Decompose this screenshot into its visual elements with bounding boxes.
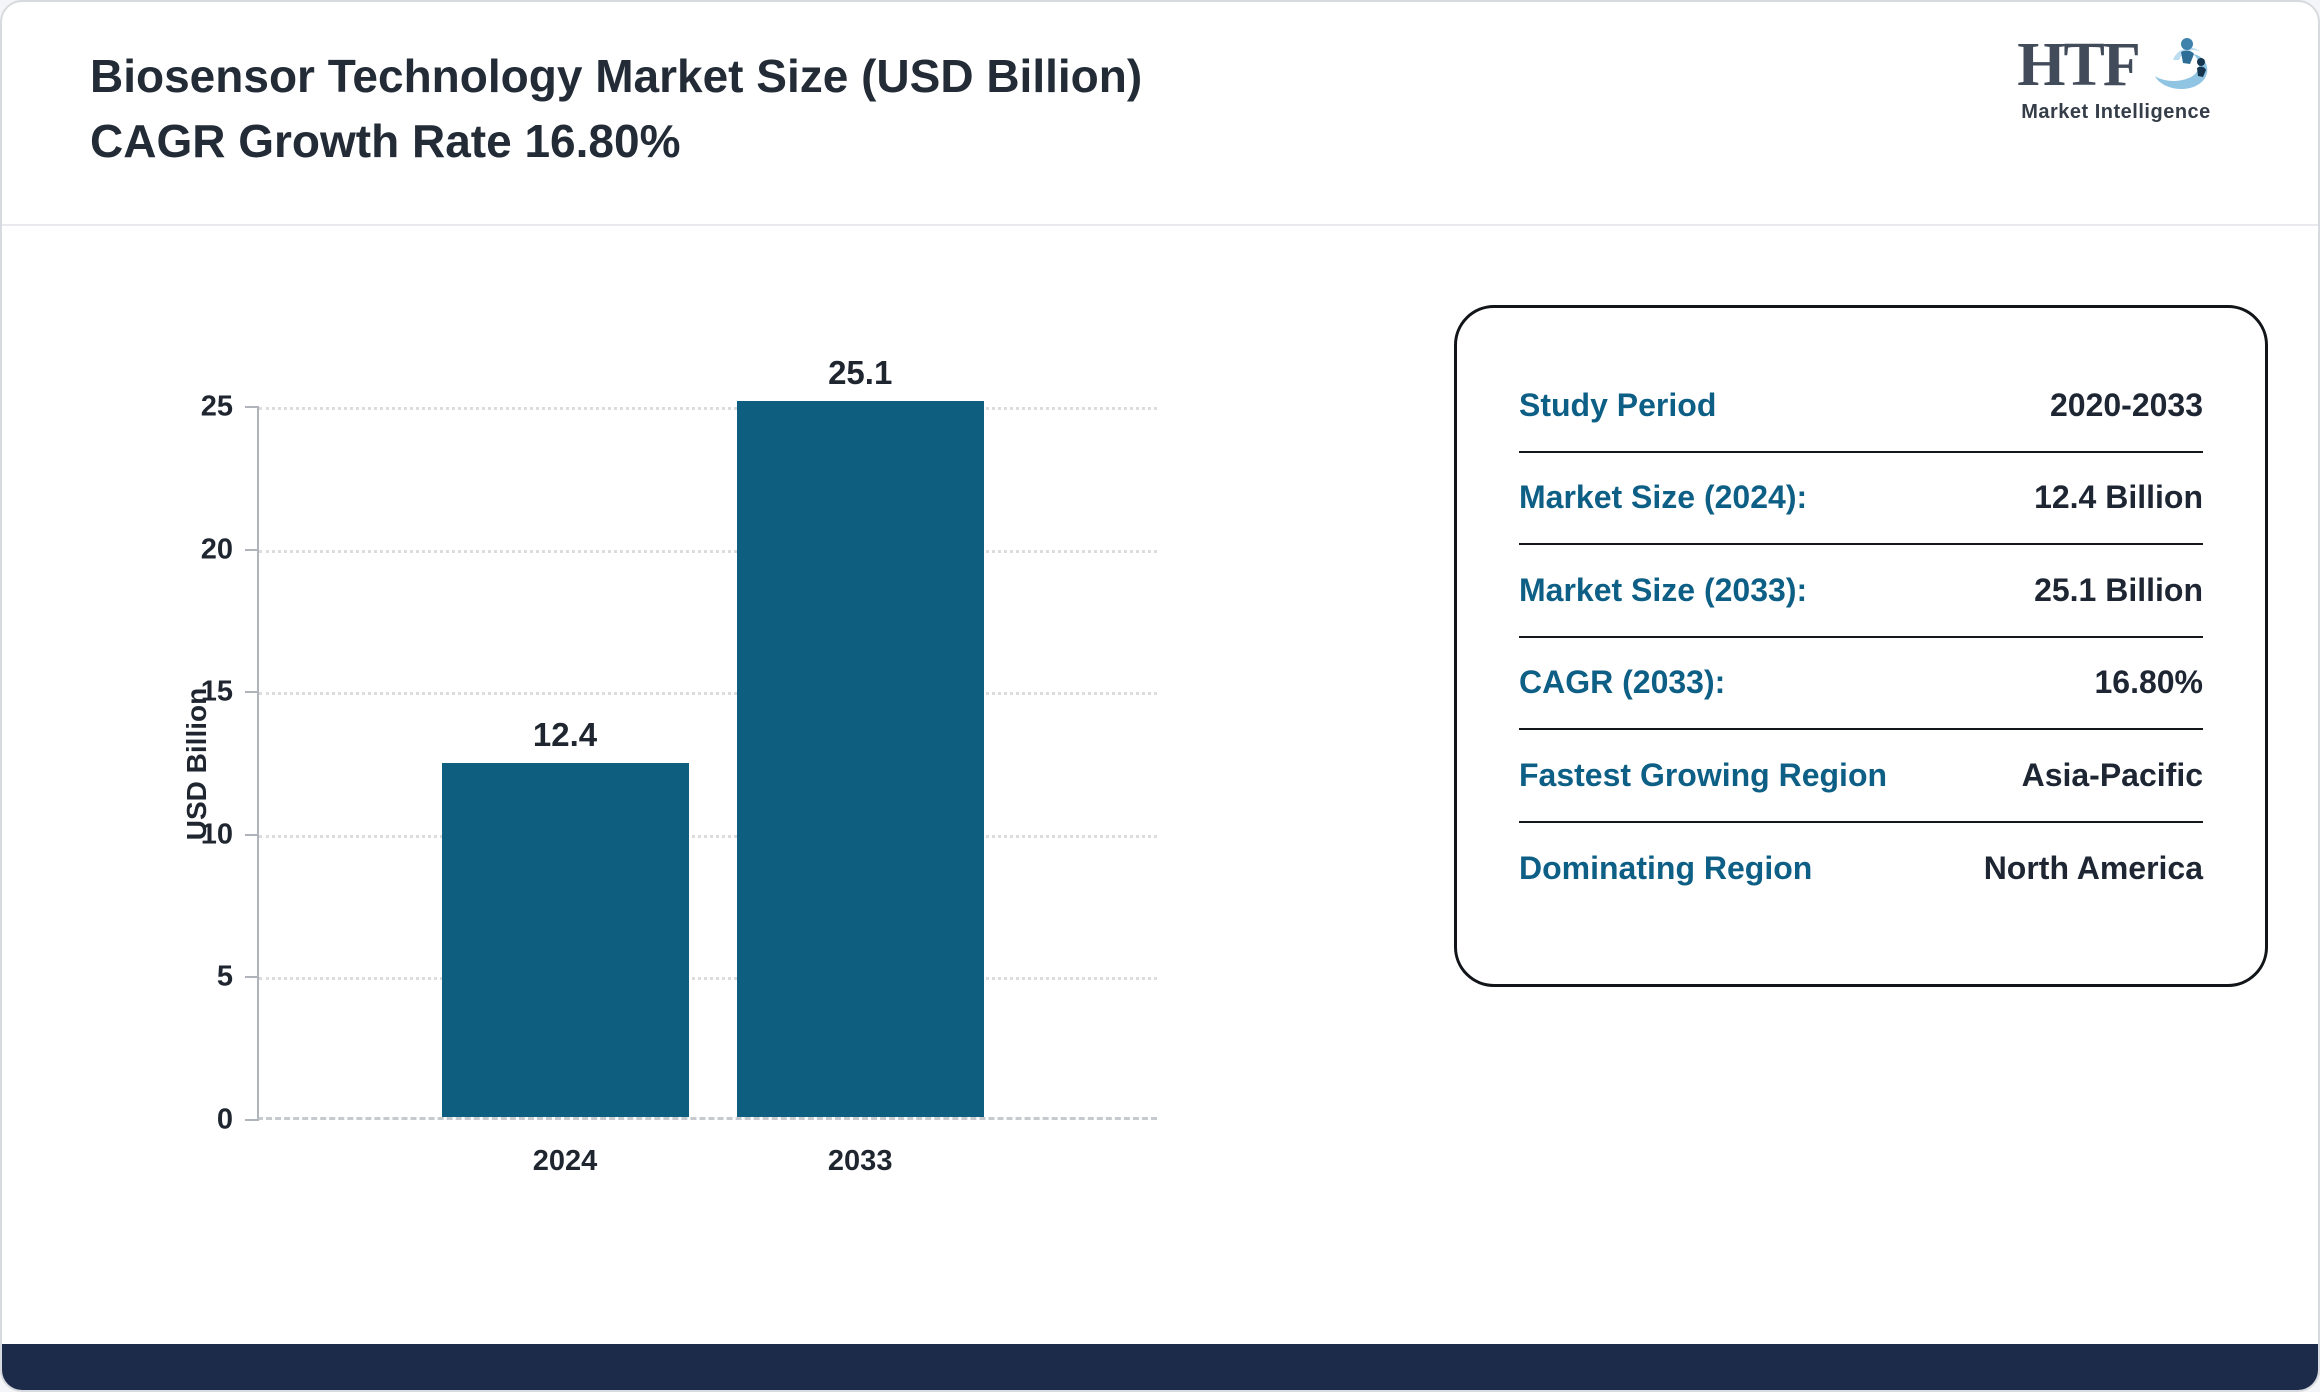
- footer-bar: [2, 1344, 2318, 1390]
- plot-area: 0 5 10 15 20 25 12.4 2024 25.1 2033: [201, 354, 1157, 1177]
- x-category-label: 2024: [532, 1145, 598, 1177]
- summary-label: Market Size (2033):: [1519, 571, 1808, 608]
- y-tick-mark: [245, 833, 259, 836]
- x-category-label: 2033: [827, 1145, 893, 1177]
- summary-row-market-size-2033: Market Size (2033): 25.1 Billion: [1519, 545, 2203, 638]
- summary-panel: Study Period 2020-2033 Market Size (2024…: [1454, 305, 2268, 987]
- page-title-line1: Biosensor Technology Market Size (USD Bi…: [90, 50, 1143, 102]
- page-title: Biosensor Technology Market Size (USD Bi…: [90, 44, 1142, 175]
- summary-label: Dominating Region: [1519, 850, 1813, 887]
- summary-value: 2020-2033: [2049, 386, 2203, 423]
- bar-2033: [736, 401, 984, 1117]
- summary-value: Asia-Pacific: [2021, 756, 2203, 793]
- y-tick-label: 25: [200, 390, 233, 423]
- brand-logo: HTF Market Intelligence: [1976, 30, 2256, 124]
- summary-value: 16.80%: [2094, 664, 2203, 701]
- y-tick-mark: [245, 976, 259, 979]
- summary-value: 12.4 Billion: [2034, 479, 2203, 516]
- logo-text: HTF: [2017, 31, 2140, 99]
- gridline: [259, 977, 1157, 981]
- y-tick-mark: [245, 691, 259, 694]
- y-tick-label: 10: [200, 818, 233, 851]
- header: Biosensor Technology Market Size (USD Bi…: [2, 2, 2318, 224]
- y-tick-label: 5: [216, 960, 233, 993]
- gridline: [259, 834, 1157, 838]
- summary-label: Fastest Growing Region: [1519, 756, 1888, 793]
- bar-chart: USD Billion 0 5 10 15 20 25 12.4 2024 25.1 2033: [181, 354, 1157, 1177]
- summary-row-dominating-region: Dominating Region North America: [1519, 823, 2203, 916]
- header-divider: [2, 224, 2318, 226]
- y-tick-label: 15: [200, 675, 233, 708]
- summary-label: Market Size (2024):: [1519, 479, 1808, 516]
- summary-row-cagr: CAGR (2033): 16.80%: [1519, 638, 2203, 730]
- y-tick-label: 20: [200, 533, 233, 566]
- bar-value-label: 25.1: [828, 354, 893, 392]
- y-tick-mark: [245, 548, 259, 551]
- y-tick-mark: [245, 406, 259, 408]
- summary-value: North America: [1983, 850, 2203, 887]
- gridline: [259, 692, 1157, 696]
- bar-value-label: 12.4: [532, 716, 598, 754]
- logo-subtext: Market Intelligence: [2021, 101, 2211, 123]
- summary-row-fastest-growing-region: Fastest Growing Region Asia-Pacific: [1519, 730, 2203, 823]
- logo-swoosh-icon: [2143, 30, 2215, 101]
- y-tick-label: 0: [216, 1103, 233, 1136]
- summary-row-market-size-2024: Market Size (2024): 12.4 Billion: [1519, 453, 2203, 545]
- y-tick-mark: [245, 1119, 259, 1121]
- bar-2024: [441, 763, 689, 1117]
- page-title-line2: CAGR Growth Rate 16.80%: [90, 115, 681, 168]
- summary-value: 25.1 Billion: [2034, 571, 2203, 608]
- gridline: [259, 549, 1157, 553]
- summary-label: Study Period: [1519, 386, 1717, 423]
- summary-label: CAGR (2033):: [1519, 664, 1726, 701]
- gridline: [259, 407, 1157, 410]
- summary-row-study-period: Study Period 2020-2033: [1519, 360, 2203, 453]
